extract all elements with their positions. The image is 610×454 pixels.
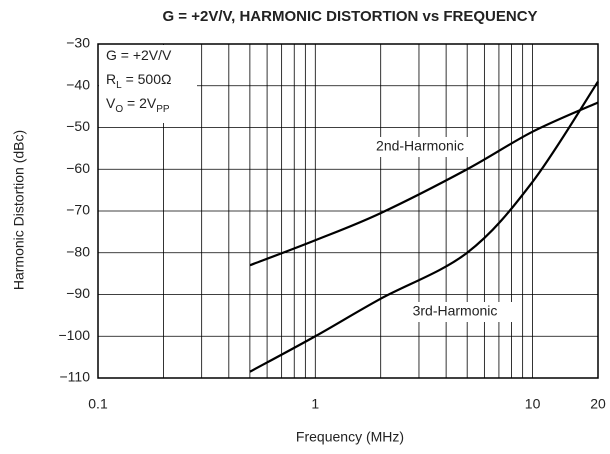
annotation-part: R	[106, 71, 116, 87]
annotation-part: = 2V	[123, 95, 157, 111]
y-tick-label: −110	[60, 369, 91, 385]
y-tick-label: −60	[66, 160, 90, 176]
x-tick-label: 0.1	[88, 396, 108, 412]
annotation-part: PP	[156, 104, 170, 115]
y-tick-label: −100	[58, 327, 90, 343]
y-tick-label: −50	[66, 118, 90, 134]
x-tick-label: 20	[590, 396, 606, 412]
x-tick-label: 1	[311, 396, 319, 412]
annotation-part: G = +2V/V	[106, 47, 172, 63]
plot-frame	[97, 43, 599, 379]
annotation-part: V	[106, 95, 116, 111]
x-axis-label: Frequency (MHz)	[296, 429, 404, 445]
line	[249, 80, 599, 373]
series-label-bg	[362, 137, 478, 157]
annotation-box	[99, 45, 197, 123]
annotation: RL = 500Ω	[106, 71, 171, 91]
series-label: 2nd-Harmonic	[376, 138, 464, 154]
y-tick-label: −70	[66, 202, 90, 218]
chart-title: G = +2V/V, HARMONIC DISTORTION vs FREQUE…	[162, 8, 537, 25]
annotation-part: O	[115, 104, 123, 115]
y-tick-label: −30	[66, 35, 90, 51]
line	[249, 101, 599, 267]
y-tick-label: −40	[66, 76, 90, 92]
annotation: VO = 2VPP	[106, 95, 170, 115]
series-label-bg	[397, 302, 513, 322]
annotation-part: = 500Ω	[122, 71, 172, 87]
y-tick-label: −90	[66, 285, 90, 301]
y-tick-label: −80	[66, 243, 90, 259]
x-tick-label: 10	[525, 396, 541, 412]
annotation-part: L	[116, 80, 122, 91]
y-axis-label: Harmonic Distortion (dBc)	[11, 130, 27, 290]
series-label: 3rd-Harmonic	[413, 303, 498, 319]
annotation: G = +2V/V	[106, 47, 172, 63]
